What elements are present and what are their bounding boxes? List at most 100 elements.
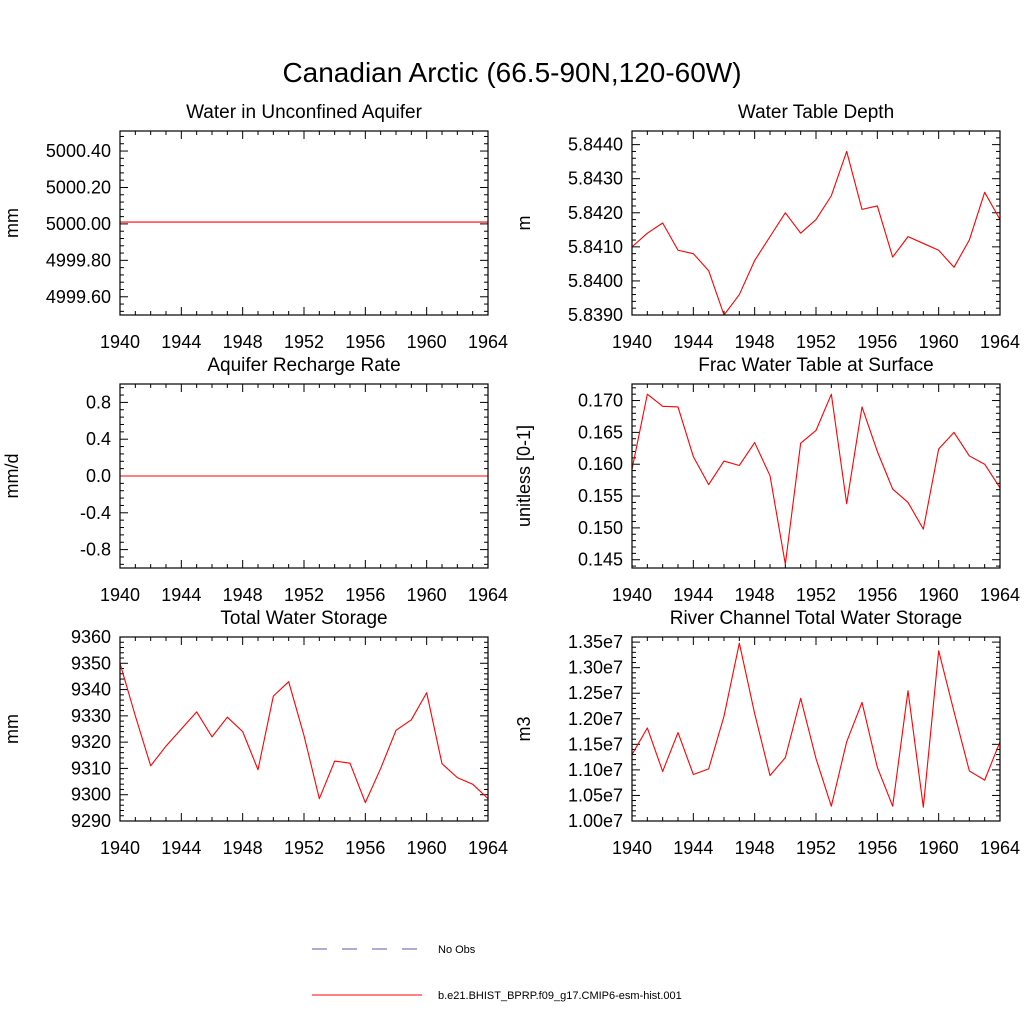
y-tick-label: 1.35e7 — [568, 632, 623, 652]
y-axis-label: mm — [2, 714, 22, 744]
x-tick-label: 1952 — [796, 332, 836, 352]
x-tick-label: 1960 — [919, 585, 959, 605]
y-tick-label: 9330 — [71, 706, 111, 726]
y-tick-label: 9320 — [71, 732, 111, 752]
panel-4: Frac Water Table at Surface unitless [0-1… — [514, 355, 1020, 605]
y-tick-label: 9360 — [71, 627, 111, 647]
y-tick-label: 5.8440 — [568, 135, 623, 155]
x-tick-label: 1956 — [857, 585, 897, 605]
x-tick-label: 1952 — [796, 838, 836, 858]
y-tick-label: 1.10e7 — [568, 760, 623, 780]
y-tick-label: 0.145 — [578, 550, 623, 570]
plot-frame — [119, 130, 489, 316]
y-tick-label: 5000.20 — [46, 177, 111, 197]
x-tick-label: 1960 — [919, 838, 959, 858]
x-tick-label: 1956 — [345, 332, 385, 352]
y-tick-label: 0.150 — [578, 518, 623, 538]
panel-title: Total Water Storage — [220, 608, 387, 629]
series-line — [631, 150, 1001, 316]
y-tick-label: 0.155 — [578, 486, 623, 506]
plot-frame — [119, 383, 489, 569]
y-axis-label: m — [514, 216, 534, 231]
x-tick-label: 1952 — [284, 332, 324, 352]
y-tick-label: 1.30e7 — [568, 658, 623, 678]
x-tick-label: 1944 — [161, 838, 201, 858]
y-tick-label: 0.4 — [86, 429, 111, 449]
legend-obs-label: No Obs — [438, 944, 476, 956]
y-tick-label: 1.15e7 — [568, 734, 623, 754]
plot-frame — [631, 383, 1001, 569]
panel-3: Aquifer Recharge Rate mm/d 1940 1944 1948 195… — [2, 355, 508, 605]
x-tick-label: 1956 — [345, 585, 385, 605]
panel-2: Water Table Depth m 1940 1944 1948 1952 1956 19… — [514, 102, 1020, 352]
y-tick-label: 9340 — [71, 680, 111, 700]
x-tick-label: 1948 — [735, 838, 775, 858]
x-tick-label: 1964 — [468, 838, 508, 858]
x-tick-label: 1940 — [100, 838, 140, 858]
y-tick-label: 0.8 — [86, 392, 111, 412]
x-tick-label: 1952 — [796, 585, 836, 605]
y-tick-label: 1.00e7 — [568, 811, 623, 831]
panel-title: Frac Water Table at Surface — [698, 355, 934, 376]
x-tick-label: 1940 — [612, 838, 652, 858]
panel-title: Water Table Depth — [738, 102, 894, 123]
y-axis-label: unitless [0-1] — [514, 425, 534, 527]
x-tick-label: 1944 — [673, 585, 713, 605]
panel-6: River Channel Total Water Storage m3 1940 1… — [514, 608, 1020, 858]
x-tick-label: 1952 — [284, 838, 324, 858]
x-tick-label: 1948 — [223, 838, 263, 858]
legend-model-label: b.e21.BHIST_BPRP.f09_g17.CMIP6-esm-hist.… — [438, 990, 682, 1002]
x-tick-label: 1948 — [223, 332, 263, 352]
panel-title: Water in Unconfined Aquifer — [186, 102, 423, 123]
x-tick-label: 1956 — [345, 838, 385, 858]
y-tick-label: 5.8400 — [568, 271, 623, 291]
y-tick-label: 5.8420 — [568, 203, 623, 223]
x-tick-label: 1944 — [673, 332, 713, 352]
panel-title: River Channel Total Water Storage — [670, 608, 963, 629]
y-tick-label: 5000.00 — [46, 214, 111, 234]
x-tick-label: 1964 — [468, 332, 508, 352]
y-tick-label: -0.4 — [80, 503, 111, 523]
panel-5: Total Water Storage mm 1940 1944 1948 1952 195… — [2, 608, 508, 858]
x-tick-label: 1944 — [673, 838, 713, 858]
x-tick-label: 1940 — [100, 585, 140, 605]
panels-group: Water in Unconfined Aquifer mm 1940 1944 194… — [2, 102, 1020, 858]
y-axis-label: mm — [2, 208, 22, 238]
y-tick-label: 0.0 — [86, 466, 111, 486]
y-tick-label: 5.8390 — [568, 305, 623, 325]
panel-title: Aquifer Recharge Rate — [207, 355, 400, 376]
x-tick-label: 1952 — [284, 585, 324, 605]
plot-frame — [119, 636, 489, 822]
x-tick-label: 1960 — [407, 585, 447, 605]
plot-frame — [631, 636, 1001, 822]
y-tick-label: 9290 — [71, 811, 111, 831]
series-line — [631, 642, 1001, 808]
x-tick-label: 1960 — [407, 332, 447, 352]
x-tick-label: 1944 — [161, 332, 201, 352]
y-tick-label: 4999.80 — [46, 250, 111, 270]
y-axis-label: m3 — [514, 716, 534, 741]
x-tick-label: 1940 — [612, 585, 652, 605]
series-line — [119, 663, 489, 804]
y-tick-label: 1.25e7 — [568, 683, 623, 703]
x-tick-label: 1964 — [468, 585, 508, 605]
y-axis-label: mm/d — [2, 454, 22, 499]
y-tick-label: 1.05e7 — [568, 785, 623, 805]
x-tick-label: 1948 — [735, 332, 775, 352]
x-tick-label: 1940 — [100, 332, 140, 352]
y-tick-label: -0.8 — [80, 540, 111, 560]
x-tick-label: 1964 — [980, 332, 1020, 352]
x-tick-label: 1940 — [612, 332, 652, 352]
x-tick-label: 1960 — [407, 838, 447, 858]
x-tick-label: 1956 — [857, 332, 897, 352]
y-tick-label: 0.165 — [578, 422, 623, 442]
y-tick-label: 5000.40 — [46, 141, 111, 161]
y-tick-label: 9300 — [71, 785, 111, 805]
figure-title: Canadian Arctic (66.5-90N,120-60W) — [282, 57, 741, 88]
plot-frame — [631, 130, 1001, 316]
legend: No Obs b.e21.BHIST_BPRP.f09_g17.CMIP6-es… — [312, 944, 682, 1002]
x-tick-label: 1948 — [735, 585, 775, 605]
x-tick-label: 1960 — [919, 332, 959, 352]
x-tick-label: 1964 — [980, 838, 1020, 858]
